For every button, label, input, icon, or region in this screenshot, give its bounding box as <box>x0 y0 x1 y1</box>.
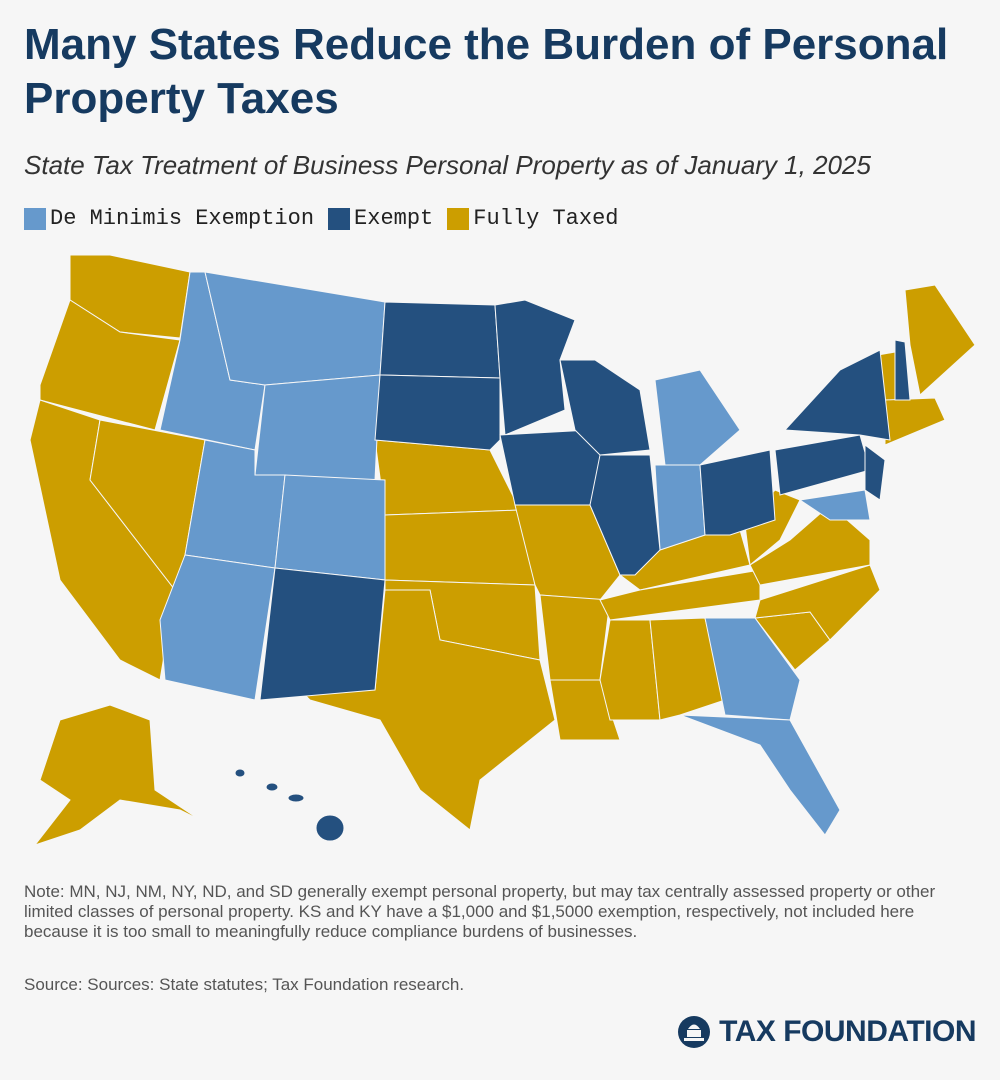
logo-icon <box>678 1016 711 1048</box>
state <box>33 704 201 846</box>
legend-swatch <box>24 207 46 230</box>
state <box>783 349 891 441</box>
state <box>204 271 386 386</box>
state <box>265 782 279 792</box>
states-fully-taxed <box>29 254 976 846</box>
legend-label: Fully Taxed <box>473 206 619 231</box>
state <box>274 474 386 581</box>
map <box>29 254 976 846</box>
legend-swatch <box>447 207 470 230</box>
state <box>234 768 246 778</box>
legend-label: Exempt <box>354 206 434 231</box>
state <box>159 554 276 701</box>
state <box>559 359 651 456</box>
state <box>704 617 801 721</box>
state <box>798 489 871 521</box>
state <box>699 449 776 536</box>
state <box>374 374 501 451</box>
state <box>654 369 741 466</box>
state <box>599 619 661 721</box>
state <box>549 679 621 741</box>
legend-item: Fully Taxed <box>447 206 619 231</box>
state <box>254 374 381 481</box>
state <box>384 509 536 586</box>
state <box>287 793 305 803</box>
note: Note: MN, NJ, NM, NY, ND, and SD general… <box>24 882 936 941</box>
state <box>749 504 871 586</box>
states-exempt <box>234 299 911 842</box>
state <box>379 301 501 379</box>
state <box>494 299 576 436</box>
source: Source: Sources: State statutes; Tax Fou… <box>24 975 465 994</box>
state <box>374 439 521 516</box>
subtitle: State Tax Treatment of Business Personal… <box>24 150 871 180</box>
state <box>884 397 946 446</box>
state <box>589 454 661 576</box>
state <box>654 464 706 551</box>
legend: De Minimis Exemption Exempt Fully Taxed <box>24 206 619 231</box>
state <box>539 594 611 681</box>
state <box>315 814 345 842</box>
states-de-minimis <box>159 271 871 836</box>
state <box>864 444 886 501</box>
state <box>649 617 726 721</box>
title: Many States Reduce the Burden of Persona… <box>24 20 949 123</box>
legend-item: Exempt <box>328 206 433 231</box>
state <box>774 434 871 496</box>
state <box>894 339 911 401</box>
state <box>679 714 841 836</box>
state <box>259 567 386 701</box>
legend-label: De Minimis Exemption <box>50 206 315 231</box>
legend-item: De Minimis Exemption <box>24 206 314 231</box>
logo: TAX FOUNDATION <box>677 1015 976 1049</box>
state <box>904 284 976 396</box>
logo-text: TAX FOUNDATION <box>719 1015 976 1048</box>
legend-swatch <box>328 207 351 230</box>
